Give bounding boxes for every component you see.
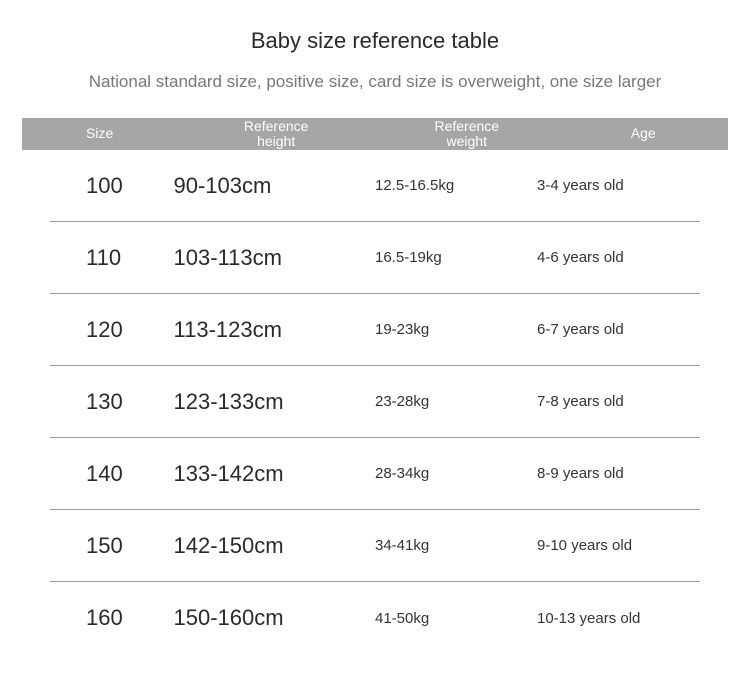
cell-age: 10-13 years old bbox=[531, 610, 700, 627]
page-title: Baby size reference table bbox=[0, 28, 750, 54]
table-row: 140 133-142cm 28-34kg 8-9 years old bbox=[50, 438, 700, 510]
col-header-size: Size bbox=[22, 126, 177, 141]
cell-weight: 41-50kg bbox=[375, 610, 531, 627]
cell-weight: 23-28kg bbox=[375, 393, 531, 410]
cell-size: 150 bbox=[50, 533, 174, 559]
cell-height: 113-123cm bbox=[174, 317, 376, 343]
cell-size: 140 bbox=[50, 461, 174, 487]
cell-age: 7-8 years old bbox=[531, 393, 700, 410]
cell-height: 90-103cm bbox=[174, 173, 376, 199]
cell-weight: 12.5-16.5kg bbox=[375, 177, 531, 194]
cell-age: 8-9 years old bbox=[531, 465, 700, 482]
cell-size: 160 bbox=[50, 605, 174, 631]
cell-age: 9-10 years old bbox=[531, 537, 700, 554]
col-header-weight: Reference weight bbox=[375, 119, 559, 150]
cell-height: 150-160cm bbox=[174, 605, 376, 631]
table-row: 100 90-103cm 12.5-16.5kg 3-4 years old bbox=[50, 150, 700, 222]
table-row: 120 113-123cm 19-23kg 6-7 years old bbox=[50, 294, 700, 366]
cell-height: 103-113cm bbox=[174, 245, 376, 271]
table-row: 150 142-150cm 34-41kg 9-10 years old bbox=[50, 510, 700, 582]
col-header-weight-line1: Reference bbox=[375, 119, 559, 134]
cell-weight: 16.5-19kg bbox=[375, 249, 531, 266]
cell-size: 110 bbox=[50, 245, 174, 271]
table-body: 100 90-103cm 12.5-16.5kg 3-4 years old 1… bbox=[50, 150, 700, 654]
cell-age: 6-7 years old bbox=[531, 321, 700, 338]
col-header-weight-line2: weight bbox=[375, 134, 559, 149]
table-row: 110 103-113cm 16.5-19kg 4-6 years old bbox=[50, 222, 700, 294]
cell-height: 133-142cm bbox=[174, 461, 376, 487]
cell-weight: 34-41kg bbox=[375, 537, 531, 554]
cell-height: 123-133cm bbox=[174, 389, 376, 415]
col-header-height: Reference height bbox=[177, 119, 375, 150]
size-table: Size Reference height Reference weight A… bbox=[22, 118, 728, 654]
cell-age: 3-4 years old bbox=[531, 177, 700, 194]
cell-size: 130 bbox=[50, 389, 174, 415]
cell-size: 100 bbox=[50, 173, 174, 199]
table-row: 160 150-160cm 41-50kg 10-13 years old bbox=[50, 582, 700, 654]
table-row: 130 123-133cm 23-28kg 7-8 years old bbox=[50, 366, 700, 438]
cell-age: 4-6 years old bbox=[531, 249, 700, 266]
cell-weight: 28-34kg bbox=[375, 465, 531, 482]
col-header-height-line2: height bbox=[177, 134, 375, 149]
cell-height: 142-150cm bbox=[174, 533, 376, 559]
col-header-height-line1: Reference bbox=[177, 119, 375, 134]
page-subtitle: National standard size, positive size, c… bbox=[0, 72, 750, 92]
cell-size: 120 bbox=[50, 317, 174, 343]
col-header-age: Age bbox=[559, 126, 728, 141]
table-header: Size Reference height Reference weight A… bbox=[22, 118, 728, 150]
cell-weight: 19-23kg bbox=[375, 321, 531, 338]
